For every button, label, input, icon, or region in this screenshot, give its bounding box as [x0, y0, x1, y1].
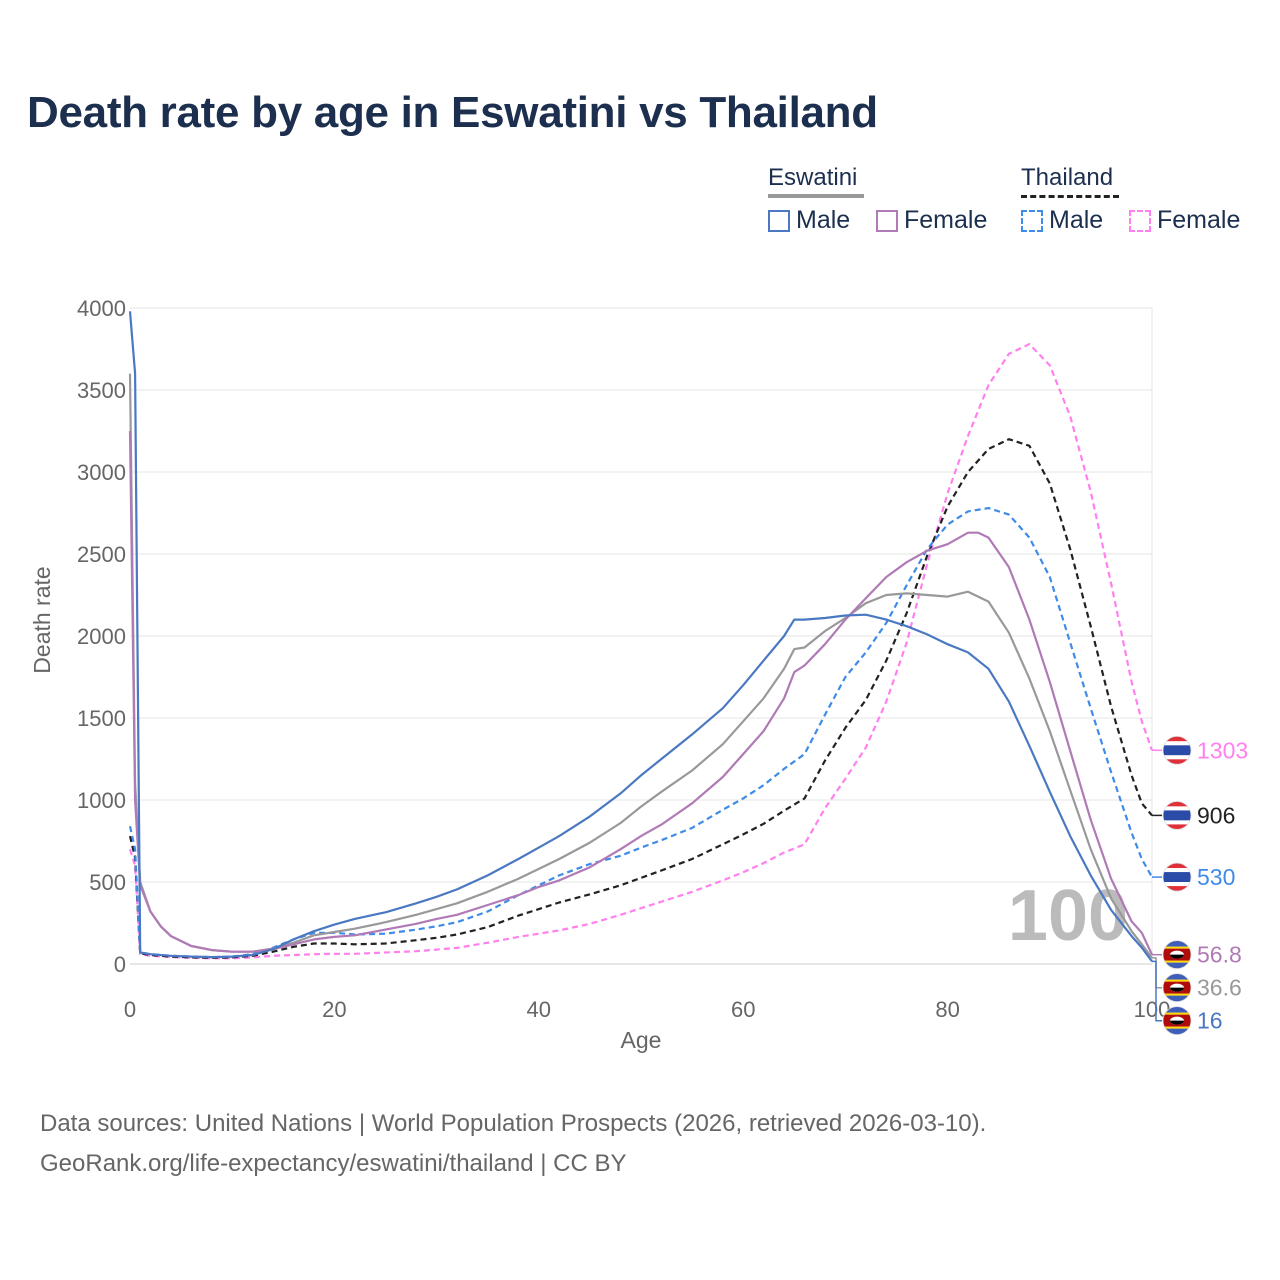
flag-eswatini-icon	[1162, 973, 1192, 1003]
legend-swatch	[876, 209, 898, 232]
series-lines	[128, 311, 1154, 963]
series-line-thailand-total[interactable]	[128, 438, 1153, 959]
legend-swatch	[768, 209, 790, 232]
legend-swatch	[1021, 209, 1043, 232]
y-tick-label: 2500	[77, 542, 126, 567]
legend-label: Male	[1049, 206, 1104, 234]
end-label-eswatini-male: 16	[1197, 1008, 1223, 1034]
y-tick-label: 1500	[77, 706, 126, 731]
legend-group-underline	[1021, 195, 1119, 198]
end-label-connector	[1152, 960, 1162, 1022]
end-label-thailand-total: 906	[1197, 802, 1235, 828]
flag-thailand-icon	[1162, 862, 1192, 892]
year-watermark: 100	[1008, 876, 1128, 956]
y-tick-label: 0	[114, 952, 126, 977]
series-line-thailand-female[interactable]	[128, 343, 1154, 960]
x-tick-label: 40	[527, 997, 551, 1022]
legend-swatch	[1129, 209, 1151, 232]
x-axis-title: Age	[621, 1027, 662, 1053]
legend-eswatini-female[interactable]: Female	[876, 206, 987, 235]
end-labels: 1303 906 530 56.8 36.6 16	[1152, 735, 1248, 1036]
flag-thailand-icon	[1162, 735, 1192, 765]
y-axis-title: Death rate	[29, 566, 55, 673]
series-line-eswatini-total[interactable]	[128, 373, 1153, 959]
footer: Data sources: United Nations | World Pop…	[40, 1104, 986, 1184]
x-tick-label: 80	[935, 997, 959, 1022]
chart-title: Death rate by age in Eswatini vs Thailan…	[27, 88, 878, 137]
axes: 0 500 1000 1500 2000 2500 3000 3500 4000 0 20 40 60 8…	[77, 296, 1170, 1022]
flag-thailand-icon	[1162, 801, 1192, 830]
end-label-eswatini-female: 56.8	[1197, 942, 1242, 968]
flag-eswatini-icon	[1162, 940, 1192, 970]
end-label-thailand-male: 530	[1197, 864, 1235, 890]
end-label-thailand-female: 1303	[1197, 737, 1248, 763]
x-tick-label: 60	[731, 997, 755, 1022]
legend-group-eswatini[interactable]: Eswatini	[768, 164, 864, 198]
end-label-connector	[1152, 957, 1162, 989]
legend-label: Female	[1157, 206, 1241, 234]
legend-group-thailand[interactable]: Thailand	[1021, 164, 1119, 198]
legend-label: Female	[904, 206, 988, 234]
legend-eswatini-male[interactable]: Male	[768, 206, 850, 235]
legend-group-title: Thailand	[1021, 164, 1114, 191]
series-line-eswatini-female[interactable]	[128, 430, 1153, 956]
legend-group-title: Eswatini	[768, 164, 858, 191]
footer-sources: Data sources: United Nations | World Pop…	[40, 1110, 987, 1137]
legend-thailand-male[interactable]: Male	[1021, 206, 1103, 235]
legend-thailand-female[interactable]: Female	[1129, 206, 1240, 235]
grid-lines	[130, 307, 1153, 965]
legend-label: Male	[796, 206, 851, 234]
series-line-eswatini-male[interactable]	[128, 311, 1153, 963]
flag-eswatini-icon	[1162, 1006, 1192, 1036]
series-line-thailand-male[interactable]	[128, 507, 1153, 959]
y-tick-label: 3500	[77, 378, 126, 403]
footer-link: GeoRank.org/life-expectancy/eswatini/tha…	[40, 1150, 627, 1177]
y-tick-label: 2000	[77, 624, 126, 649]
y-tick-label: 4000	[77, 296, 126, 321]
y-tick-label: 3000	[77, 460, 126, 485]
line-chart: 0 500 1000 1500 2000 2500 3000 3500 4000 0 20 40 60 8…	[29, 296, 1248, 1053]
end-label-eswatini-total: 36.6	[1197, 975, 1242, 1001]
y-tick-label: 500	[89, 870, 126, 895]
y-tick-label: 1000	[77, 788, 126, 813]
x-tick-label: 20	[322, 997, 346, 1022]
legend-group-underline	[768, 194, 864, 198]
x-tick-label: 0	[124, 997, 136, 1022]
